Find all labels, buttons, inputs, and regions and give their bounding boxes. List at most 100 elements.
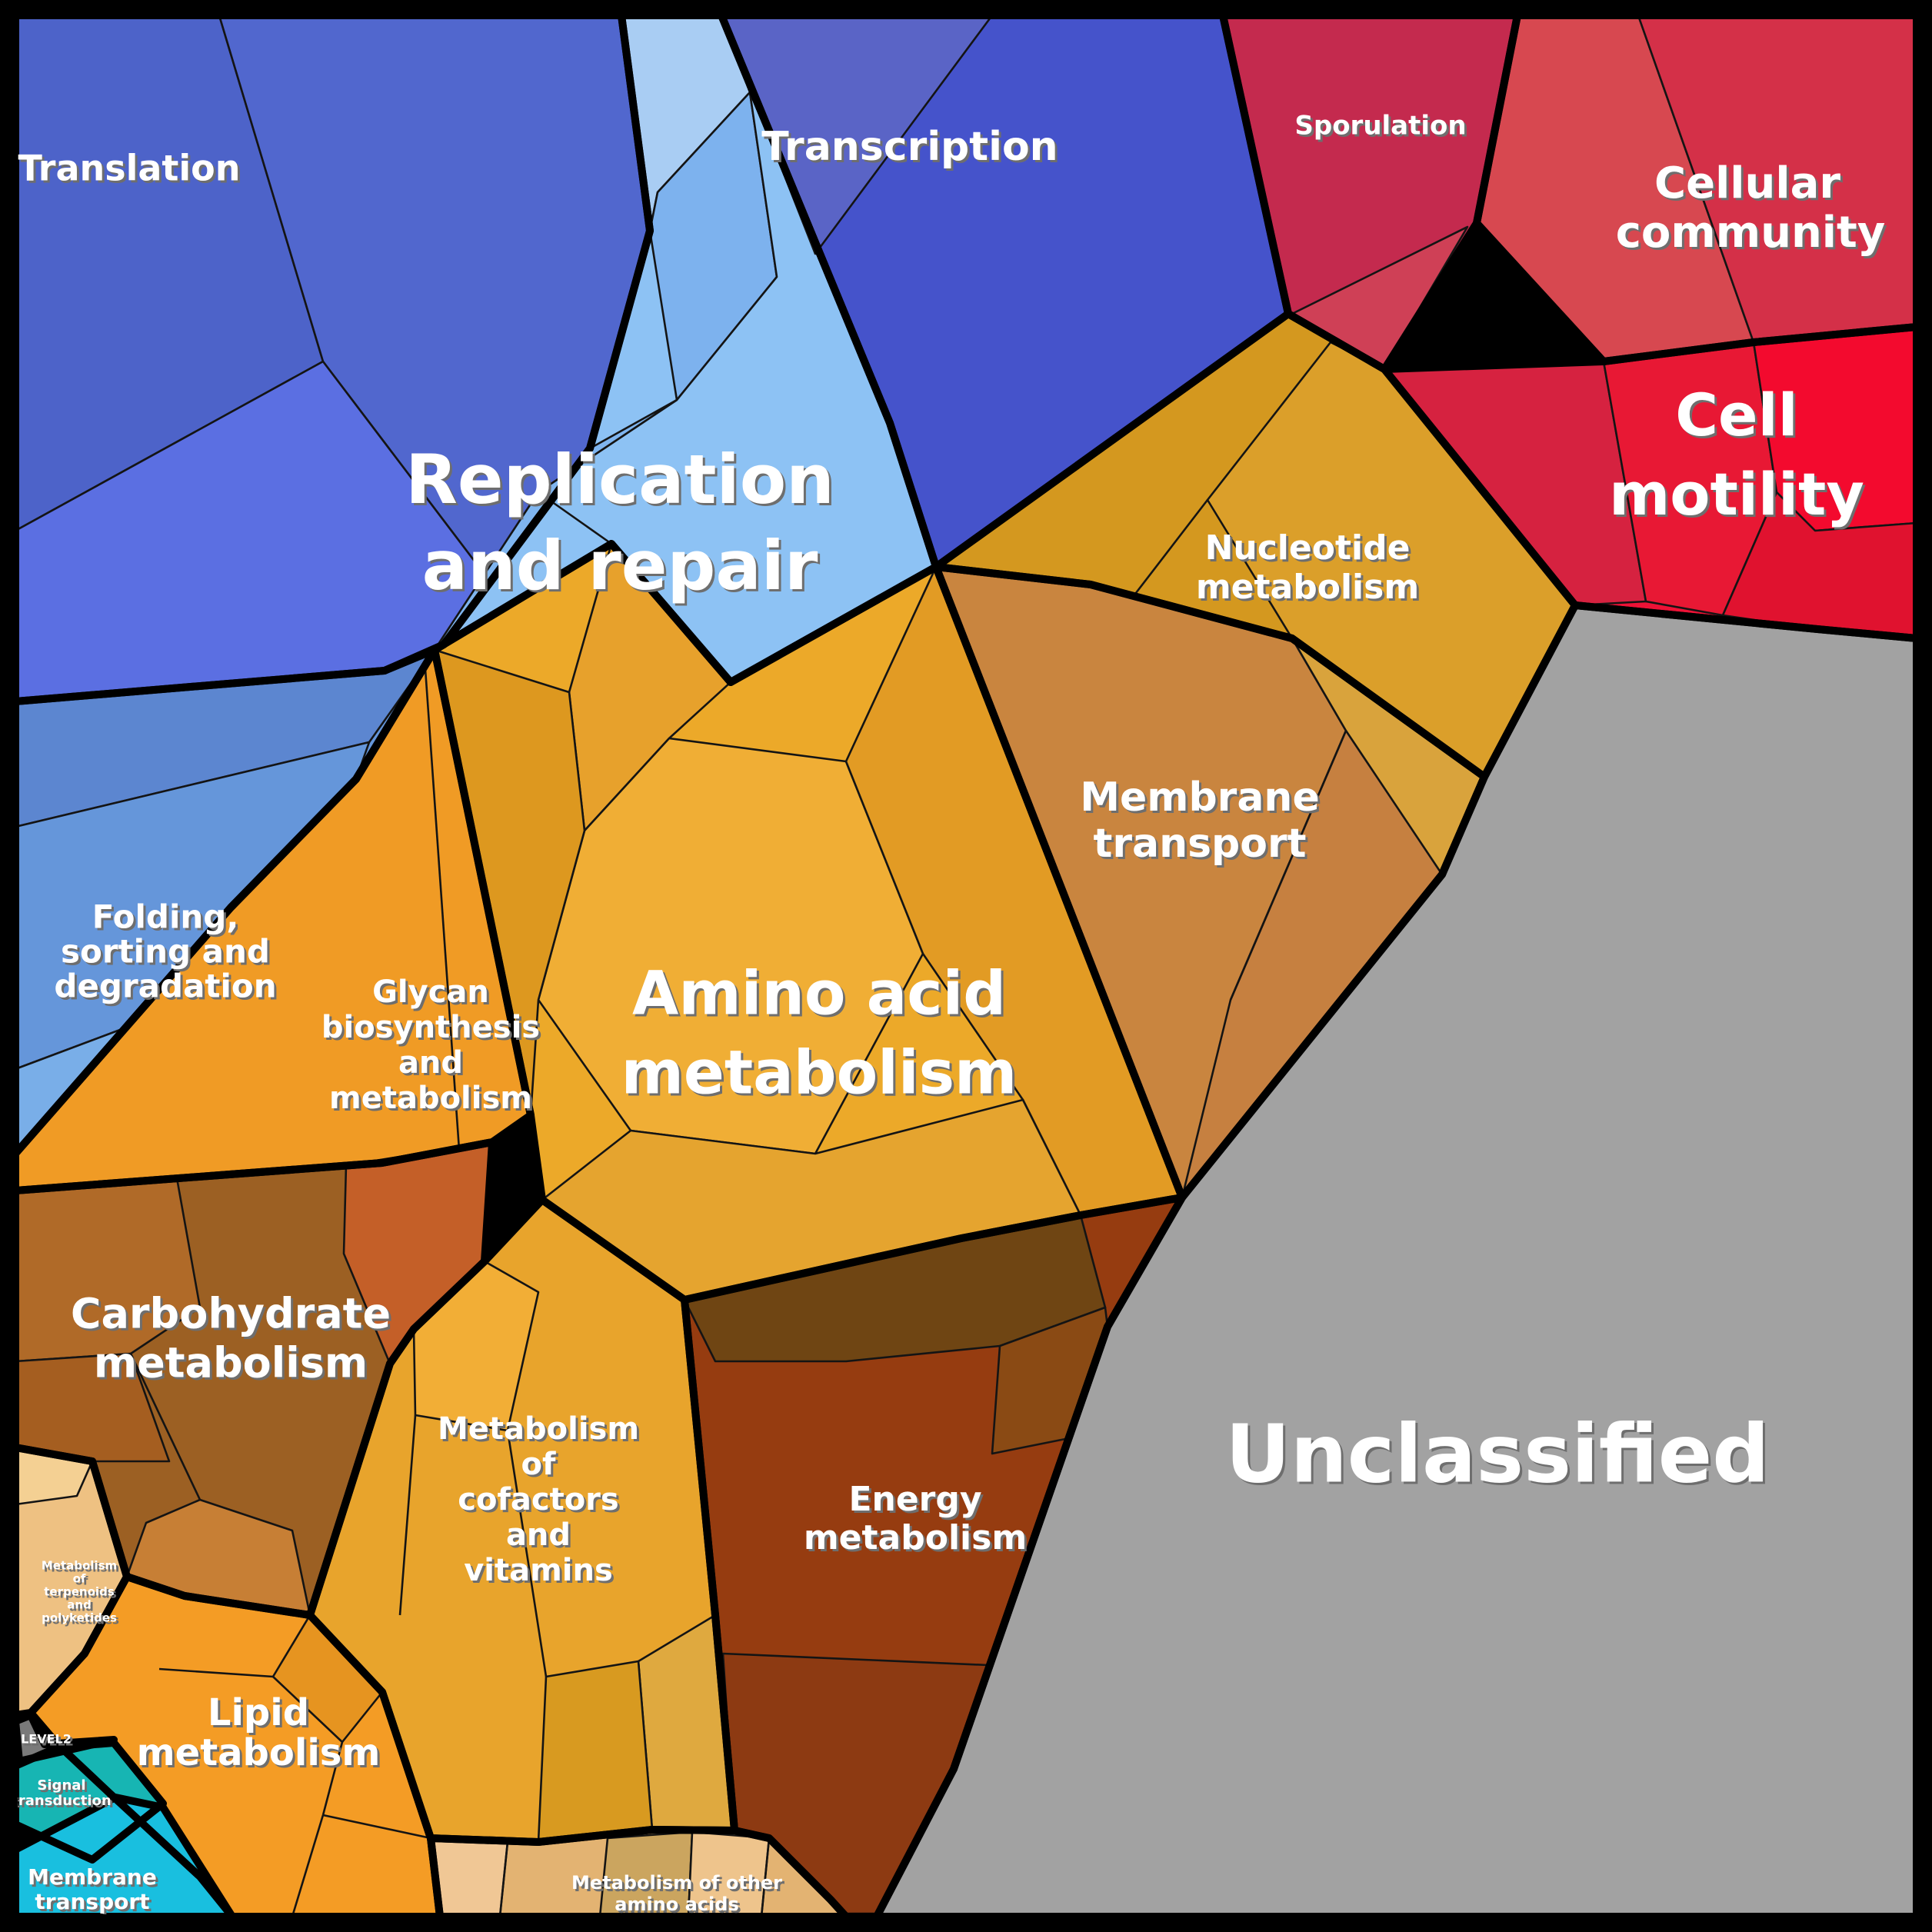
label-glycan-line1-shadow: biosynthesis	[324, 1012, 542, 1048]
label-glycan-line1: biosynthesis	[321, 1010, 540, 1045]
region-level2	[15, 1715, 114, 1761]
label-membrane_transport-line1-shadow: transport	[1095, 823, 1308, 869]
label-folding-line0: Folding,	[92, 898, 239, 936]
subcell-cofactors-2[interactable]	[537, 1660, 654, 1844]
label-cofactors-line3: and	[506, 1517, 571, 1553]
label-nucleotide-line0: Nucleotide	[1205, 528, 1411, 568]
label-nucleotide-line1: metabolism	[1196, 568, 1419, 607]
label-terpenoids-line1: of	[73, 1572, 86, 1586]
label-cellular_community-line1-shadow: community	[1618, 210, 1888, 260]
subcell-divider	[424, 668, 461, 1151]
label-other_amino-line0-shadow: Metabolism of other	[574, 1874, 784, 1896]
label-lipid-line0: Lipid	[208, 1691, 309, 1734]
cells-layer	[14, 14, 1918, 1918]
subcell-divider	[291, 1814, 325, 1917]
label-folding-line1-shadow: sorting and	[63, 935, 272, 973]
region-membrane_env	[15, 1797, 232, 1917]
label-sporulation-line0: Sporulation	[1294, 111, 1466, 142]
label-energy-line1: metabolism	[804, 1518, 1027, 1557]
cell-glycan[interactable]	[15, 650, 531, 1191]
label-energy-line0: Energy	[848, 1480, 981, 1519]
region-membrane_transport	[934, 565, 1486, 1199]
label-level2-line0: LEVEL2	[21, 1732, 72, 1747]
label-membrane_transport-line0: Membrane	[1080, 774, 1319, 821]
subcell-divider	[322, 1814, 431, 1840]
label-carbohydrate-line1-shadow: metabolism	[96, 1341, 370, 1390]
label-folding-line0-shadow: Folding,	[95, 901, 242, 938]
border-unclassified	[873, 601, 1920, 1920]
label-energy-line0-shadow: Energy	[851, 1482, 984, 1521]
label-signal-line1: transduction	[12, 1793, 111, 1809]
label-glycan-line3-shadow: metabolism	[331, 1083, 535, 1118]
label-glycan-line2-shadow: and	[401, 1048, 465, 1083]
label-terpenoids-line4: polyketides	[42, 1611, 117, 1625]
label-unclassified-line0-shadow: Unclassified	[1227, 1409, 1771, 1503]
label-translation-line0-shadow: Translation	[20, 150, 242, 192]
label-folding-line2: degradation	[54, 968, 276, 1005]
region-lipid	[31, 1577, 440, 1917]
region-folding	[14, 648, 436, 1155]
label-cell_motility-line1: motility	[1609, 460, 1864, 528]
label-cellular_community-line0: Cellular	[1654, 158, 1840, 208]
label-lipid-line1-shadow: metabolism	[139, 1734, 383, 1777]
region-cofactors	[310, 1200, 736, 1844]
label-folding-line2-shadow: degradation	[56, 970, 278, 1008]
label-terpenoids-line0: Metabolism	[42, 1559, 117, 1573]
subcell-divider	[398, 1414, 417, 1616]
label-terpenoids-line3: and	[67, 1598, 92, 1612]
label-membrane_transport-line0-shadow: Membrane	[1082, 777, 1321, 823]
label-transcription-line0-shadow: Transcription	[764, 126, 1060, 172]
label-amino-line1-shadow: metabolism	[624, 1041, 1020, 1110]
label-other_amino-line1-shadow: amino acids	[617, 1896, 741, 1917]
cell-membrane_env[interactable]	[15, 1797, 232, 1917]
label-signal-line1-shadow: transduction	[14, 1795, 113, 1811]
subcell-divider	[506, 1430, 548, 1677]
label-cofactors-line3-shadow: and	[508, 1520, 573, 1555]
label-glycan-line0-shadow: Glycan	[375, 977, 491, 1012]
region-amino	[433, 542, 1184, 1301]
cell-level2[interactable]	[15, 1715, 114, 1761]
label-membrane_env-line0: Membrane	[28, 1864, 157, 1890]
subcell-amino-1[interactable]	[537, 737, 924, 1155]
label-replication-line0-shadow: Replication	[408, 442, 837, 521]
subcell-divider	[1129, 499, 1209, 601]
label-cofactors-line4: vitamins	[464, 1553, 613, 1588]
label-amino-line1: metabolism	[621, 1038, 1018, 1108]
region-replication	[433, 14, 938, 684]
cell-unclassified[interactable]	[877, 605, 1917, 1917]
region-translation	[14, 14, 651, 703]
cell-terpenoids[interactable]	[15, 1447, 127, 1715]
label-signal-line0-shadow: Signal	[39, 1780, 88, 1796]
label-membrane_env-line1: transport	[35, 1889, 149, 1914]
subcell-divider	[158, 1667, 274, 1678]
label-nucleotide-line1-shadow: metabolism	[1198, 570, 1421, 609]
label-folding-line1: sorting and	[61, 933, 270, 971]
region-unclassified	[877, 605, 1917, 1917]
label-unclassified-line0: Unclassified	[1225, 1407, 1769, 1501]
subcell-divider	[760, 1837, 771, 1917]
label-glycan-line2: and	[398, 1045, 463, 1081]
label-lipid-line1: metabolism	[137, 1731, 381, 1774]
label-cofactors-line1: of	[521, 1447, 556, 1482]
label-level2-line0-shadow: LEVEL2	[23, 1734, 74, 1749]
label-glycan-line0: Glycan	[372, 974, 489, 1010]
label-replication-line1-shadow: and repair	[425, 528, 821, 608]
label-replication-line1: and repair	[422, 526, 818, 605]
cell-sporulation[interactable]	[1223, 15, 1517, 369]
label-cell_motility-line1-shadow: motility	[1611, 462, 1867, 531]
label-amino-line0-shadow: Amino acid	[635, 961, 1008, 1031]
label-carbohydrate-line0: Carbohydrate	[71, 1290, 391, 1338]
label-translation-line0: Translation	[18, 148, 240, 189]
label-carbohydrate-line0-shadow: Carbohydrate	[73, 1292, 393, 1341]
label-signal-line0: Signal	[37, 1777, 85, 1794]
label-cofactors-line0-shadow: Metabolism	[440, 1414, 641, 1449]
label-cofactors-line1-shadow: of	[524, 1449, 558, 1484]
label-terpenoids-line4-shadow: polyketides	[44, 1614, 119, 1627]
label-cell_motility-line0-shadow: Cell	[1677, 383, 1800, 451]
label-terpenoids-line2-shadow: terpenoids	[46, 1587, 117, 1601]
label-cofactors-line0: Metabolism	[438, 1411, 639, 1447]
label-terpenoids-line3-shadow: and	[69, 1601, 94, 1614]
label-transcription-line0: Transcription	[761, 124, 1058, 170]
